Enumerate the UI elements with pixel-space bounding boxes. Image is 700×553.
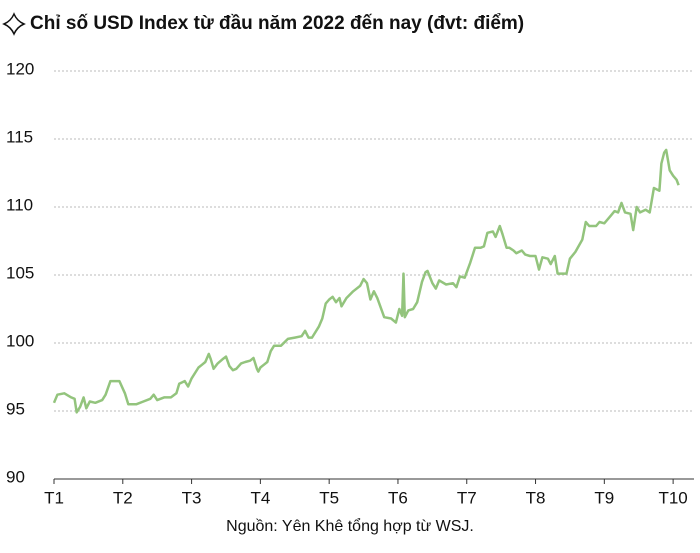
data-line bbox=[52, 148, 680, 414]
title-icon bbox=[2, 12, 26, 36]
x-tick-label: T4 bbox=[250, 488, 270, 507]
x-tick-label: T8 bbox=[526, 488, 546, 507]
x-tick-label: T7 bbox=[457, 488, 477, 507]
x-tick-label: T6 bbox=[388, 488, 408, 507]
y-tick-label: 100 bbox=[6, 331, 34, 350]
y-tick-label: 110 bbox=[6, 195, 33, 214]
x-tick-label: T1 bbox=[44, 488, 64, 507]
chart-title: Chỉ số USD Index từ đầu năm 2022 đến nay… bbox=[30, 13, 524, 34]
y-tick-label: 105 bbox=[6, 263, 34, 282]
x-tick-label: T2 bbox=[113, 488, 133, 507]
y-tick-label: 90 bbox=[6, 467, 25, 486]
y-tick-label: 95 bbox=[6, 399, 25, 418]
x-tick-label: T9 bbox=[594, 488, 614, 507]
x-tick-label: T10 bbox=[658, 488, 687, 507]
x-tick-label: T5 bbox=[319, 488, 339, 507]
y-tick-label: 120 bbox=[6, 59, 34, 78]
x-tick-label: T3 bbox=[182, 488, 202, 507]
source-note: Nguồn: Yên Khê tổng hợp từ WSJ. bbox=[226, 517, 474, 535]
y-tick-label: 115 bbox=[6, 127, 33, 146]
